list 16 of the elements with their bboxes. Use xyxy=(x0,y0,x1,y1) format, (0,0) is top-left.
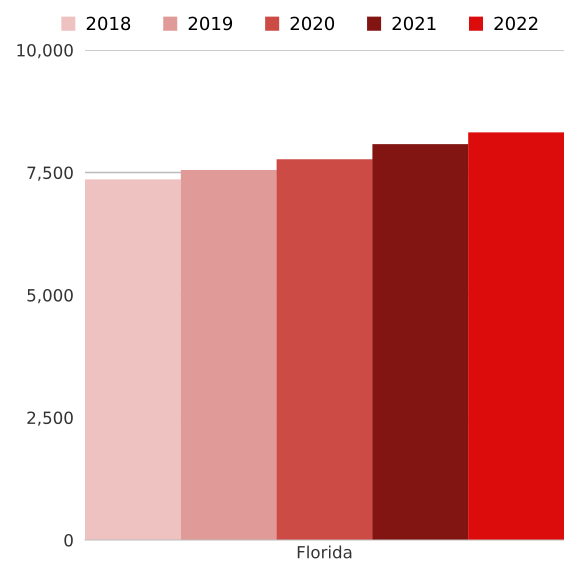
y-tick-label: 7,500 xyxy=(28,166,73,181)
bar xyxy=(180,170,277,540)
y-tick-label: 0 xyxy=(64,534,73,547)
y-tick-label: 5,000 xyxy=(27,288,73,304)
legend-label: 2018 xyxy=(86,16,130,30)
legend-label: 2022 xyxy=(494,16,538,30)
legend-label: 2020 xyxy=(290,16,334,30)
x-tick-label: Florida xyxy=(298,546,352,558)
bar xyxy=(276,159,372,540)
legend-label: 2019 xyxy=(188,16,232,30)
bar xyxy=(372,144,468,540)
y-tick-label: 10,000 xyxy=(17,44,73,58)
legend-label: 2021 xyxy=(392,16,436,30)
bar xyxy=(468,132,564,540)
y-tick-label: 2,500 xyxy=(27,411,73,426)
bar xyxy=(85,179,181,540)
